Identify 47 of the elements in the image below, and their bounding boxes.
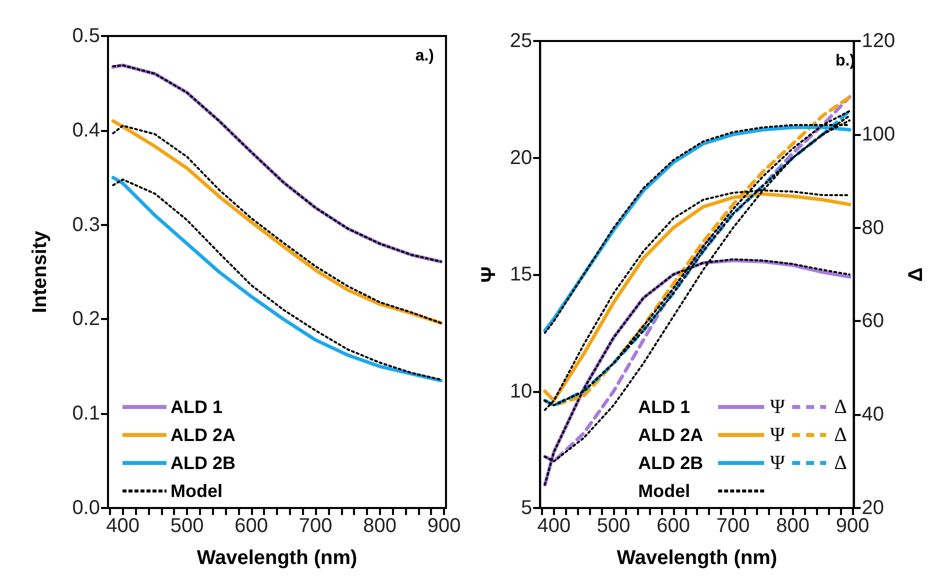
y-tick-label: 0.3 <box>72 214 100 236</box>
x-axis-title: Wavelength (nm) <box>616 547 778 569</box>
y2-tick-label: 100 <box>862 123 896 146</box>
text: Ψ <box>770 452 785 474</box>
annotation: Ψ <box>770 396 786 418</box>
x-tick-label: 400 <box>537 515 571 537</box>
y2-tick-label: 40 <box>862 404 884 426</box>
legend-label: ALD 1 <box>170 397 223 417</box>
y2-tick-label: 60 <box>862 310 884 332</box>
x-tick-label: 700 <box>716 515 750 537</box>
legend-label: Model <box>170 481 222 501</box>
legend-label: ALD 1 <box>638 397 690 417</box>
text: Δ <box>834 452 848 474</box>
text: Δ <box>834 424 848 446</box>
x-tick-label: 600 <box>656 515 690 537</box>
x-tick-label: 500 <box>596 515 630 537</box>
y-tick-label: 5 <box>521 497 532 519</box>
y2-tick-label: 80 <box>862 216 884 239</box>
y-tick-label: 20 <box>510 146 532 169</box>
y-tick-label: 0.4 <box>72 119 100 142</box>
legend-label: ALD 2B <box>638 453 704 473</box>
legend-label: ALD 2B <box>170 453 236 473</box>
y-axis-title: Intensity <box>29 230 51 314</box>
x-tick-label: 800 <box>776 515 810 537</box>
y2-tick-label: 120 <box>862 30 896 52</box>
legend-label: ALD 2A <box>638 425 704 445</box>
y-axis-title: Ψ <box>478 266 500 283</box>
x-axis-title: Wavelength (nm) <box>196 547 358 569</box>
legend-label: Model <box>638 481 690 501</box>
x-tick-label: 600 <box>234 515 268 537</box>
y-tick-label: 0.1 <box>72 402 100 425</box>
x-tick-label: 700 <box>298 515 332 537</box>
y2-axis-title: Δ <box>905 267 927 282</box>
y-tick-label: 0.0 <box>72 497 100 519</box>
x-tick-label: 800 <box>363 515 396 537</box>
annotation: Δ <box>834 396 848 418</box>
x-tick-label: 500 <box>170 515 204 537</box>
legend-label: ALD 2A <box>170 425 236 445</box>
x-tick-label: 400 <box>106 515 140 537</box>
y-tick-label: 0.2 <box>72 308 100 330</box>
y-tick-label: 15 <box>510 264 532 286</box>
y-tick-label: 25 <box>510 30 532 52</box>
x-tick-label: 900 <box>427 515 461 537</box>
y-tick-label: 10 <box>510 380 532 402</box>
annotation: a.) <box>415 48 434 64</box>
text: Ψ <box>770 424 785 446</box>
y-tick-label: 0.5 <box>72 25 100 47</box>
